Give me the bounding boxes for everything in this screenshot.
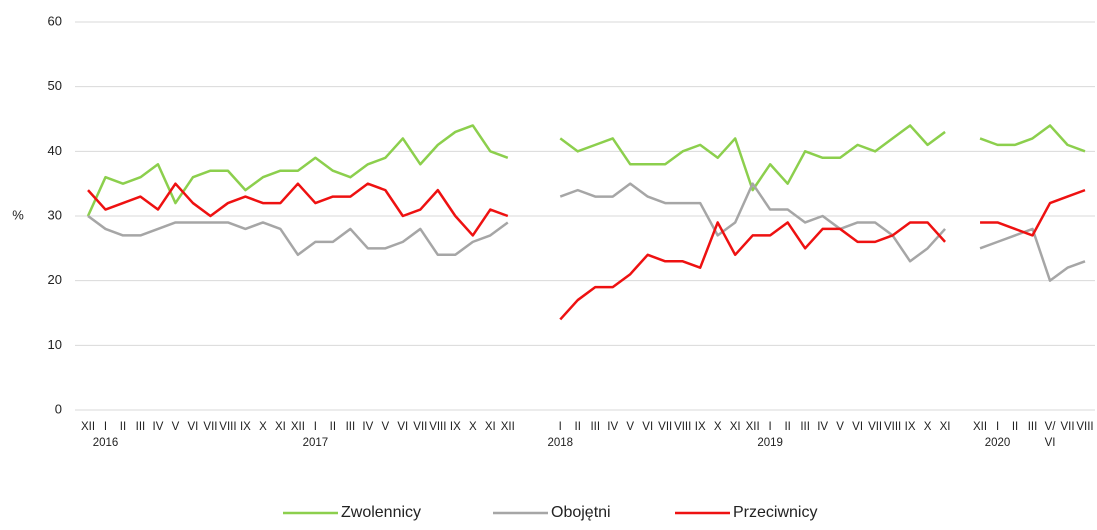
x-tick-label: VI	[188, 421, 199, 433]
y-tick-label: 0	[55, 401, 62, 416]
series-line	[87, 182, 1086, 282]
x-tick-label: XII	[973, 421, 987, 433]
x-tick-label: IV	[153, 421, 164, 433]
x-tick-label-second-row: VI	[1045, 437, 1056, 449]
x-tick-label: X	[714, 421, 722, 433]
x-tick-label: V	[382, 421, 390, 433]
x-tick-label: VI	[642, 421, 653, 433]
x-tick-label: I	[559, 421, 562, 433]
x-tick-label: XI	[940, 421, 951, 433]
x-tick-label: VIII	[884, 421, 901, 433]
x-tick-label: I	[769, 421, 772, 433]
series-line	[86, 124, 1086, 217]
x-tick-label: X	[469, 421, 477, 433]
x-tick-label: VII	[658, 421, 672, 433]
x-tick-label: VIII	[429, 421, 446, 433]
y-tick-label: 60	[48, 13, 62, 28]
x-tick-label-second-row: 2020	[985, 437, 1011, 449]
x-tick-label: VII	[868, 421, 882, 433]
x-tick-label: III	[346, 421, 356, 433]
x-tick-label: IX	[905, 421, 916, 433]
x-tick-label: IX	[450, 421, 461, 433]
x-tick-label: VIII	[674, 421, 691, 433]
y-tick-label: 40	[48, 143, 62, 158]
y-tick-label: 10	[48, 337, 62, 352]
x-tick-label: IX	[240, 421, 251, 433]
x-tick-label-second-row: 2016	[93, 437, 119, 449]
x-tick-label: III	[136, 421, 146, 433]
x-tick-label: II	[575, 421, 581, 433]
x-tick-label: II	[120, 421, 126, 433]
x-tick-label: I	[314, 421, 317, 433]
x-tick-label: II	[784, 421, 790, 433]
x-tick-label: IV	[362, 421, 373, 433]
x-tick-label: V/	[1045, 421, 1057, 433]
legend-label: Zwolennicy	[341, 504, 421, 521]
x-tick-label: III	[590, 421, 600, 433]
x-tick-label: II	[330, 421, 336, 433]
x-tick-label: XI	[485, 421, 496, 433]
series-line	[87, 182, 1086, 321]
x-tick-label: VIII	[1076, 421, 1093, 433]
y-axis-label: %	[12, 207, 24, 222]
x-tick-label: IX	[695, 421, 706, 433]
x-tick-label: XII	[746, 421, 760, 433]
x-tick-label: I	[104, 421, 107, 433]
x-tick-label: XII	[81, 421, 95, 433]
y-tick-label: 30	[48, 207, 62, 222]
x-tick-label-second-row: 2019	[757, 437, 783, 449]
x-tick-label: VI	[852, 421, 863, 433]
legend-label: Obojętni	[551, 504, 611, 521]
x-tick-label: I	[996, 421, 999, 433]
x-tick-label: V	[172, 421, 180, 433]
legend-label: Przeciwnicy	[733, 504, 817, 521]
x-tick-label: XII	[291, 421, 305, 433]
x-tick-label: III	[1028, 421, 1038, 433]
x-tick-label: XII	[501, 421, 515, 433]
x-tick-label-second-row: 2018	[547, 437, 573, 449]
x-tick-label: VII	[1060, 421, 1074, 433]
y-tick-label: 50	[48, 78, 62, 93]
x-tick-label: VII	[203, 421, 217, 433]
x-tick-label: V	[626, 421, 634, 433]
x-tick-label: II	[1012, 421, 1018, 433]
x-tick-label: IV	[607, 421, 618, 433]
x-tick-label: X	[259, 421, 267, 433]
x-tick-label: IV	[817, 421, 828, 433]
x-tick-label: III	[800, 421, 810, 433]
y-tick-label: 20	[48, 272, 62, 287]
x-tick-label: XI	[730, 421, 741, 433]
x-tick-label: XI	[275, 421, 286, 433]
x-tick-label: VII	[413, 421, 427, 433]
x-tick-label: VIII	[219, 421, 236, 433]
x-tick-label: VI	[397, 421, 408, 433]
x-tick-label: V	[836, 421, 844, 433]
x-tick-label: X	[924, 421, 932, 433]
x-tick-label-second-row: 2017	[303, 437, 329, 449]
